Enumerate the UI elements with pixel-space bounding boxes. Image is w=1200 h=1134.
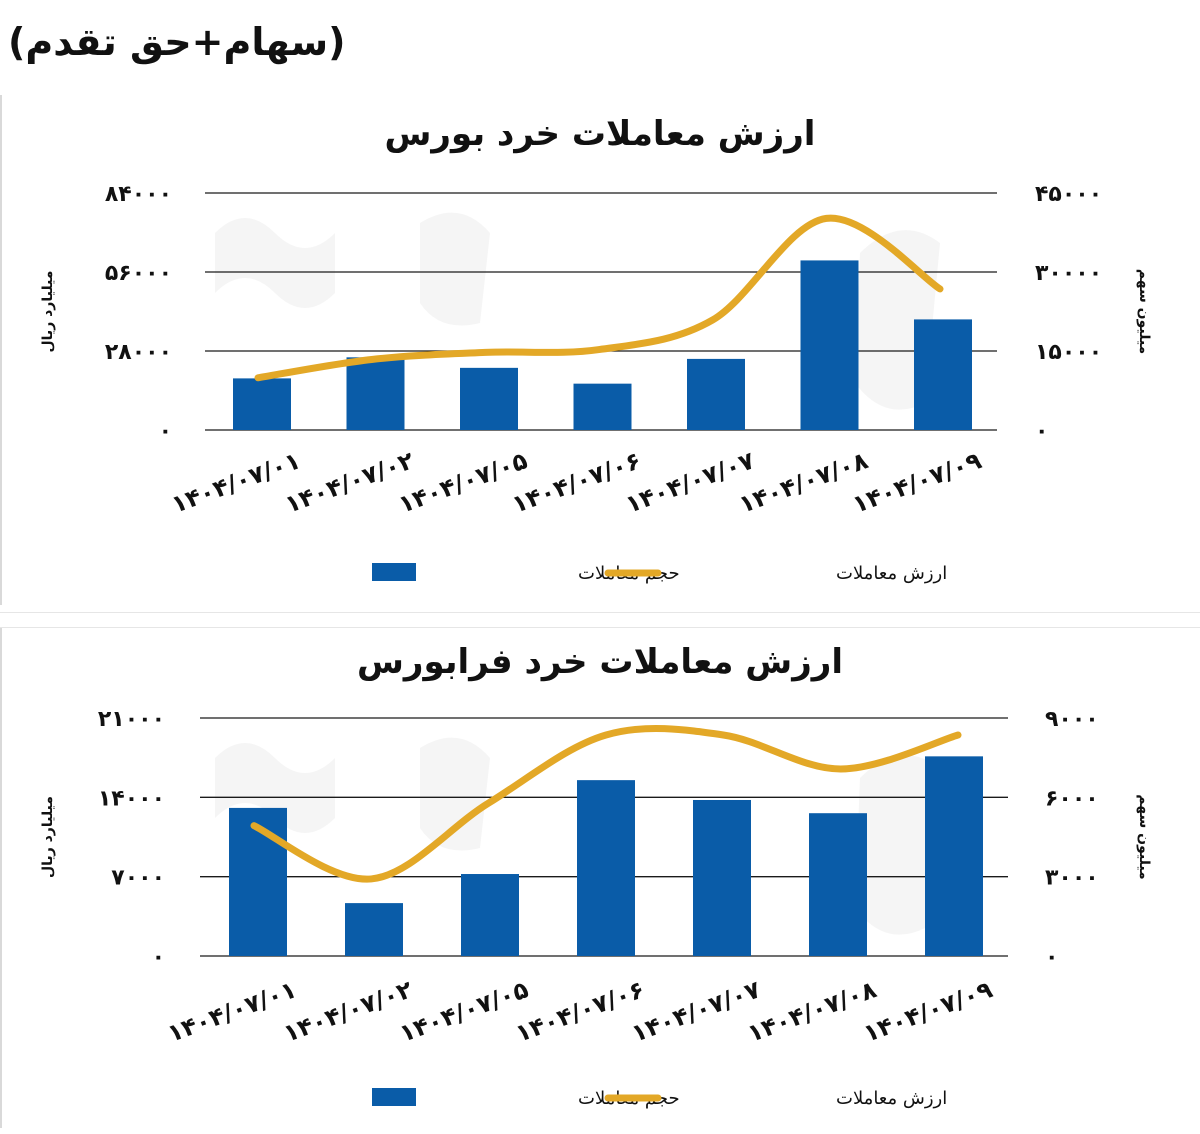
x-axis-tick: ۱۴۰۴/۰۷/۰۵ [395, 446, 531, 518]
chart-title: ارزش معاملات خرد فرابورس [357, 642, 843, 682]
right-axis-tick: ۰ [1035, 419, 1048, 444]
left-axis-label: میلیارد ریال [40, 271, 56, 353]
right-axis-tick: ۳۰۰۰۰ [1035, 261, 1102, 286]
right-axis-label: میلیون سهم [1136, 269, 1152, 354]
bar [925, 756, 983, 956]
bar [460, 367, 518, 430]
x-axis-tick: ۱۴۰۴/۰۷/۰۹ [860, 975, 997, 1048]
watermark-shape [215, 218, 335, 308]
x-axis-tick: ۱۴۰۴/۰۷/۰۲ [280, 975, 417, 1048]
header-note: (سهام+حق تقدم) [8, 20, 346, 64]
right-axis-tick: ۳۰۰۰ [1045, 866, 1099, 891]
legend-swatch-bar [372, 1088, 416, 1106]
chart-panel-bourse: ارزش معاملات خرد بورس ۰ ۰ ۲۸۰۰۰ ۱۵۰۰۰ ۵۶۰۰۰ ۳۰… [0, 95, 1200, 610]
panel-edge-top [0, 95, 2, 605]
left-axis-tick: ۰ [152, 945, 165, 970]
legend-label-line: ارزش معاملات [836, 1088, 947, 1109]
left-axis-label: میلیارد ریال [40, 796, 56, 878]
bar [461, 874, 519, 956]
x-axis-tick: ۱۴۰۴/۰۷/۰۸ [744, 975, 881, 1048]
bar [229, 807, 287, 956]
panel-edge-bottom [0, 628, 2, 1128]
chart-panel-farabourse: ارزش معاملات خرد فرابورس ۰ ۰ ۷۰۰۰ ۳۰۰۰ ۱۴۰۰۰ ۶… [0, 628, 1200, 1128]
legend-swatch-bar [372, 563, 416, 581]
left-axis-tick: ۸۴۰۰۰ [105, 182, 172, 207]
left-axis-tick: ۷۰۰۰ [111, 866, 165, 891]
bar [693, 799, 751, 956]
x-axis-tick: ۱۴۰۴/۰۷/۰۷ [622, 446, 759, 519]
x-axis-tick: ۱۴۰۴/۰۷/۰۱ [168, 446, 304, 518]
bar [573, 383, 632, 430]
left-axis-tick: ۲۱۰۰۰ [98, 707, 165, 732]
left-axis-tick: ۲۸۰۰۰ [105, 340, 172, 365]
x-axis-tick: ۱۴۰۴/۰۷/۰۵ [396, 975, 532, 1047]
watermark-shape [215, 743, 335, 833]
right-axis-label: میلیون سهم [1136, 794, 1152, 879]
left-axis-tick: ۱۴۰۰۰ [98, 786, 165, 811]
bar [914, 319, 972, 430]
left-axis-tick: ۰ [159, 419, 172, 444]
bar [233, 378, 291, 430]
bar [809, 813, 867, 956]
right-axis-tick: ۹۰۰۰ [1045, 707, 1099, 732]
watermark-shape [420, 212, 490, 326]
legend-label-line: ارزش معاملات [836, 563, 947, 584]
x-axis-tick: ۱۴۰۴/۰۷/۰۸ [735, 446, 872, 519]
panel-divider [0, 612, 1200, 628]
watermark-shape [855, 755, 940, 935]
left-axis-tick: ۵۶۰۰۰ [105, 261, 172, 286]
x-axis-tick: ۱۴۰۴/۰۷/۰۲ [281, 446, 418, 519]
x-axis-tick: ۱۴۰۴/۰۷/۰۶ [512, 975, 648, 1047]
x-axis-tick: ۱۴۰۴/۰۷/۰۹ [849, 446, 986, 519]
watermark [215, 737, 940, 935]
right-axis-tick: ۴۵۰۰۰ [1035, 182, 1102, 207]
chart-title: ارزش معاملات خرد بورس [385, 114, 816, 154]
bar [800, 260, 859, 430]
chart-bourse: ارزش معاملات خرد بورس ۰ ۰ ۲۸۰۰۰ ۱۵۰۰۰ ۵۶۰۰۰ ۳۰… [40, 114, 1152, 584]
x-axis-tick: ۱۴۰۴/۰۷/۰۱ [164, 975, 300, 1047]
x-axis-tick: ۱۴۰۴/۰۷/۰۶ [508, 446, 644, 518]
chart-farabourse: ارزش معاملات خرد فرابورس ۰ ۰ ۷۰۰۰ ۳۰۰۰ ۱۴۰۰۰ ۶… [40, 642, 1152, 1109]
right-axis-tick: ۰ [1045, 945, 1058, 970]
right-axis-tick: ۱۵۰۰۰ [1035, 340, 1102, 365]
watermark-shape [420, 737, 490, 851]
right-axis-tick: ۶۰۰۰ [1045, 786, 1099, 811]
x-axis-tick: ۱۴۰۴/۰۷/۰۷ [628, 975, 765, 1048]
bar [687, 358, 745, 430]
bar [577, 780, 635, 956]
bar [345, 903, 403, 956]
bar [346, 357, 405, 430]
